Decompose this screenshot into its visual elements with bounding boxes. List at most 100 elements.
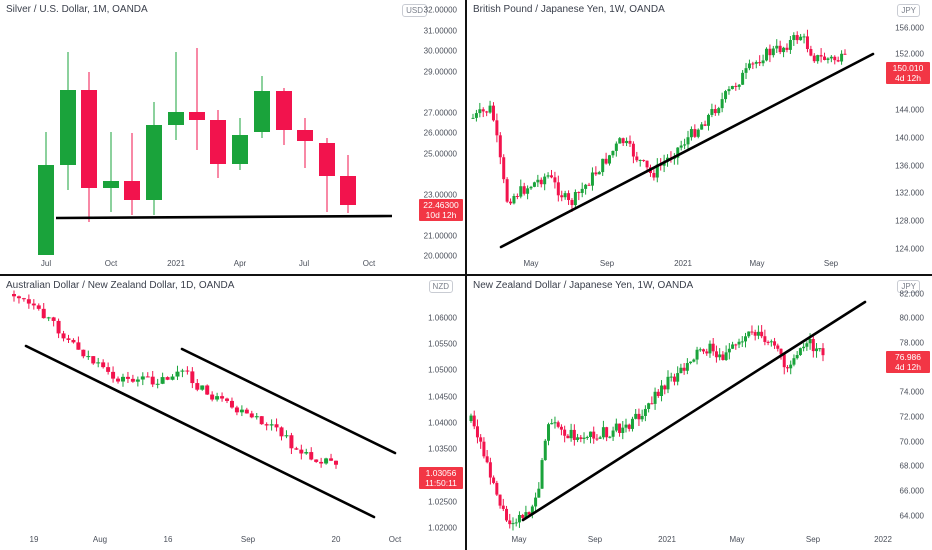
x-axis-label: Oct [362, 259, 376, 268]
candle-body [530, 506, 534, 515]
candle-body [190, 371, 195, 384]
candle-body [653, 391, 657, 404]
candle-body [550, 423, 554, 425]
candle-body [782, 354, 786, 368]
candle-body [720, 99, 724, 109]
x-axis-label: Sep [805, 535, 821, 544]
candle-body [647, 403, 651, 409]
candle-body [754, 62, 758, 64]
candle-body [540, 460, 544, 489]
candle-body [773, 341, 777, 346]
candle-body [577, 192, 581, 194]
candle-body [711, 343, 715, 352]
currency-badge[interactable]: JPY [897, 280, 920, 293]
candle-body [269, 424, 274, 426]
candle-body [750, 331, 754, 333]
candle-body [485, 456, 489, 463]
candle-body [309, 452, 314, 460]
candle-body [232, 135, 248, 164]
candle-body [829, 56, 833, 59]
candle-body [628, 140, 632, 144]
candle-body [679, 367, 683, 374]
candle-body [618, 138, 622, 144]
y-axis-label: 27.00000 [423, 108, 457, 118]
candle-body [702, 349, 706, 352]
candle-body [758, 62, 762, 64]
candle-body [744, 68, 748, 73]
candle-body [587, 184, 591, 186]
candle-body [775, 45, 779, 49]
y-axis-label: 78.000 [899, 338, 924, 348]
chart-panel-aud-nzd[interactable]: Australian Dollar / New Zealand Dollar, … [0, 276, 465, 550]
candle-body [244, 409, 249, 414]
candle-body [160, 377, 165, 384]
candle-body [621, 138, 625, 144]
candle-body [479, 437, 483, 442]
candle-body [502, 157, 506, 180]
candle-body [111, 371, 116, 379]
candle-body [120, 376, 125, 382]
chart-title: Silver / U.S. Dollar, 1M, OANDA [6, 4, 148, 15]
last-price-value: 76.986 [895, 352, 921, 362]
candle-body [254, 416, 259, 418]
price-chart-silver[interactable] [0, 0, 465, 274]
candle-body [805, 36, 809, 50]
bar-countdown: 10d 12h [425, 210, 457, 220]
x-axis-label: Apr [233, 259, 247, 268]
pane-divider-vertical[interactable] [465, 0, 467, 550]
candle-body [798, 348, 802, 356]
candle-body [833, 56, 837, 61]
y-axis-label: 156.000 [895, 23, 924, 33]
chart-panel-silver-usd[interactable]: Silver / U.S. Dollar, 1M, OANDA USD 32.0… [0, 0, 465, 274]
y-axis-label: 1.04000 [428, 418, 457, 428]
candle-body [81, 90, 97, 188]
candle-body [116, 378, 121, 382]
candle-body [498, 135, 502, 158]
trendline [180, 347, 397, 455]
price-chart-audnzd[interactable] [0, 276, 465, 550]
candle-body [819, 55, 823, 57]
candle-body [106, 367, 111, 372]
chart-panel-gbp-jpy[interactable]: British Pound / Japanese Yen, 1W, OANDA … [467, 0, 932, 274]
candle-body [526, 188, 530, 194]
y-axis-label: 30.00000 [423, 46, 457, 56]
chart-panel-nzd-jpy[interactable]: New Zealand Dollar / Japanese Yen, 1W, O… [467, 276, 932, 550]
candle-body [195, 383, 200, 390]
candle-body [795, 355, 799, 359]
candle-body [51, 317, 56, 321]
candle-body [815, 348, 819, 352]
candle-body [553, 177, 557, 183]
candle-body [509, 201, 513, 204]
candle-body [753, 332, 757, 336]
candle-body [329, 458, 334, 461]
price-chart-gbpjpy[interactable] [467, 0, 932, 274]
candle-body [788, 39, 792, 50]
candle-body [836, 60, 840, 62]
y-axis-label: 29.00000 [423, 67, 457, 77]
candle-body [663, 385, 667, 390]
candle-body [297, 130, 313, 141]
candle-body [692, 359, 696, 362]
candle-body [488, 105, 492, 113]
candle-body [481, 109, 485, 112]
candle-body [588, 431, 592, 438]
candle-body [737, 84, 741, 87]
candle-body [778, 45, 782, 53]
trendline [499, 52, 875, 249]
x-axis-label: May [523, 259, 539, 268]
currency-badge[interactable]: USD [402, 4, 427, 17]
currency-badge[interactable]: JPY [897, 4, 920, 17]
candle-body [594, 172, 598, 175]
price-chart-nzdjpy[interactable] [467, 276, 932, 550]
candle-body [334, 460, 338, 465]
candle-body [175, 371, 180, 377]
candle-body [805, 343, 809, 347]
candle-body [508, 520, 512, 525]
candle-body [91, 356, 96, 364]
currency-badge[interactable]: NZD [428, 280, 453, 293]
candle-body [696, 129, 700, 137]
candle-body [808, 339, 812, 344]
candle-body [150, 376, 155, 385]
candle-body [96, 362, 101, 364]
y-axis-label: 70.000 [899, 437, 924, 447]
